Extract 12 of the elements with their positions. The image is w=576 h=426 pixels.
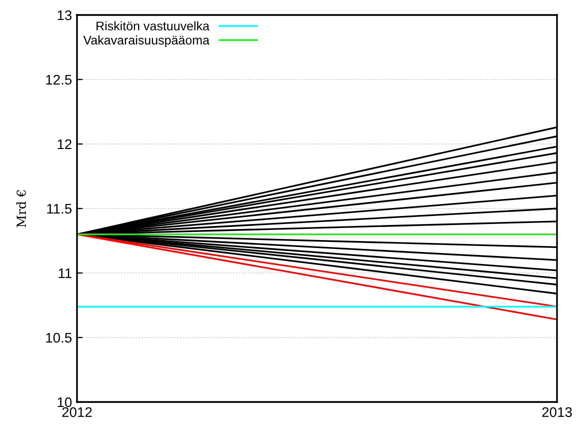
y-axis-title: Mrd € <box>16 190 26 228</box>
legend-label: Vakavaraisuuspääoma <box>83 35 210 48</box>
y-tick-label: 10 <box>58 397 72 408</box>
y-tick-label: 13 <box>58 10 72 20</box>
y-tick-label: 11.5 <box>47 204 72 214</box>
x-tick-label: 2013 <box>542 407 572 418</box>
y-tick-label: 11 <box>58 268 72 278</box>
x-tick-label: 2012 <box>62 407 92 418</box>
y-tick-label: 12.5 <box>46 74 72 85</box>
y-tick-label: 12 <box>58 139 72 150</box>
y-tick-label: 10.5 <box>46 332 72 343</box>
legend-label: Riskitön vastuuvelka <box>96 21 210 30</box>
